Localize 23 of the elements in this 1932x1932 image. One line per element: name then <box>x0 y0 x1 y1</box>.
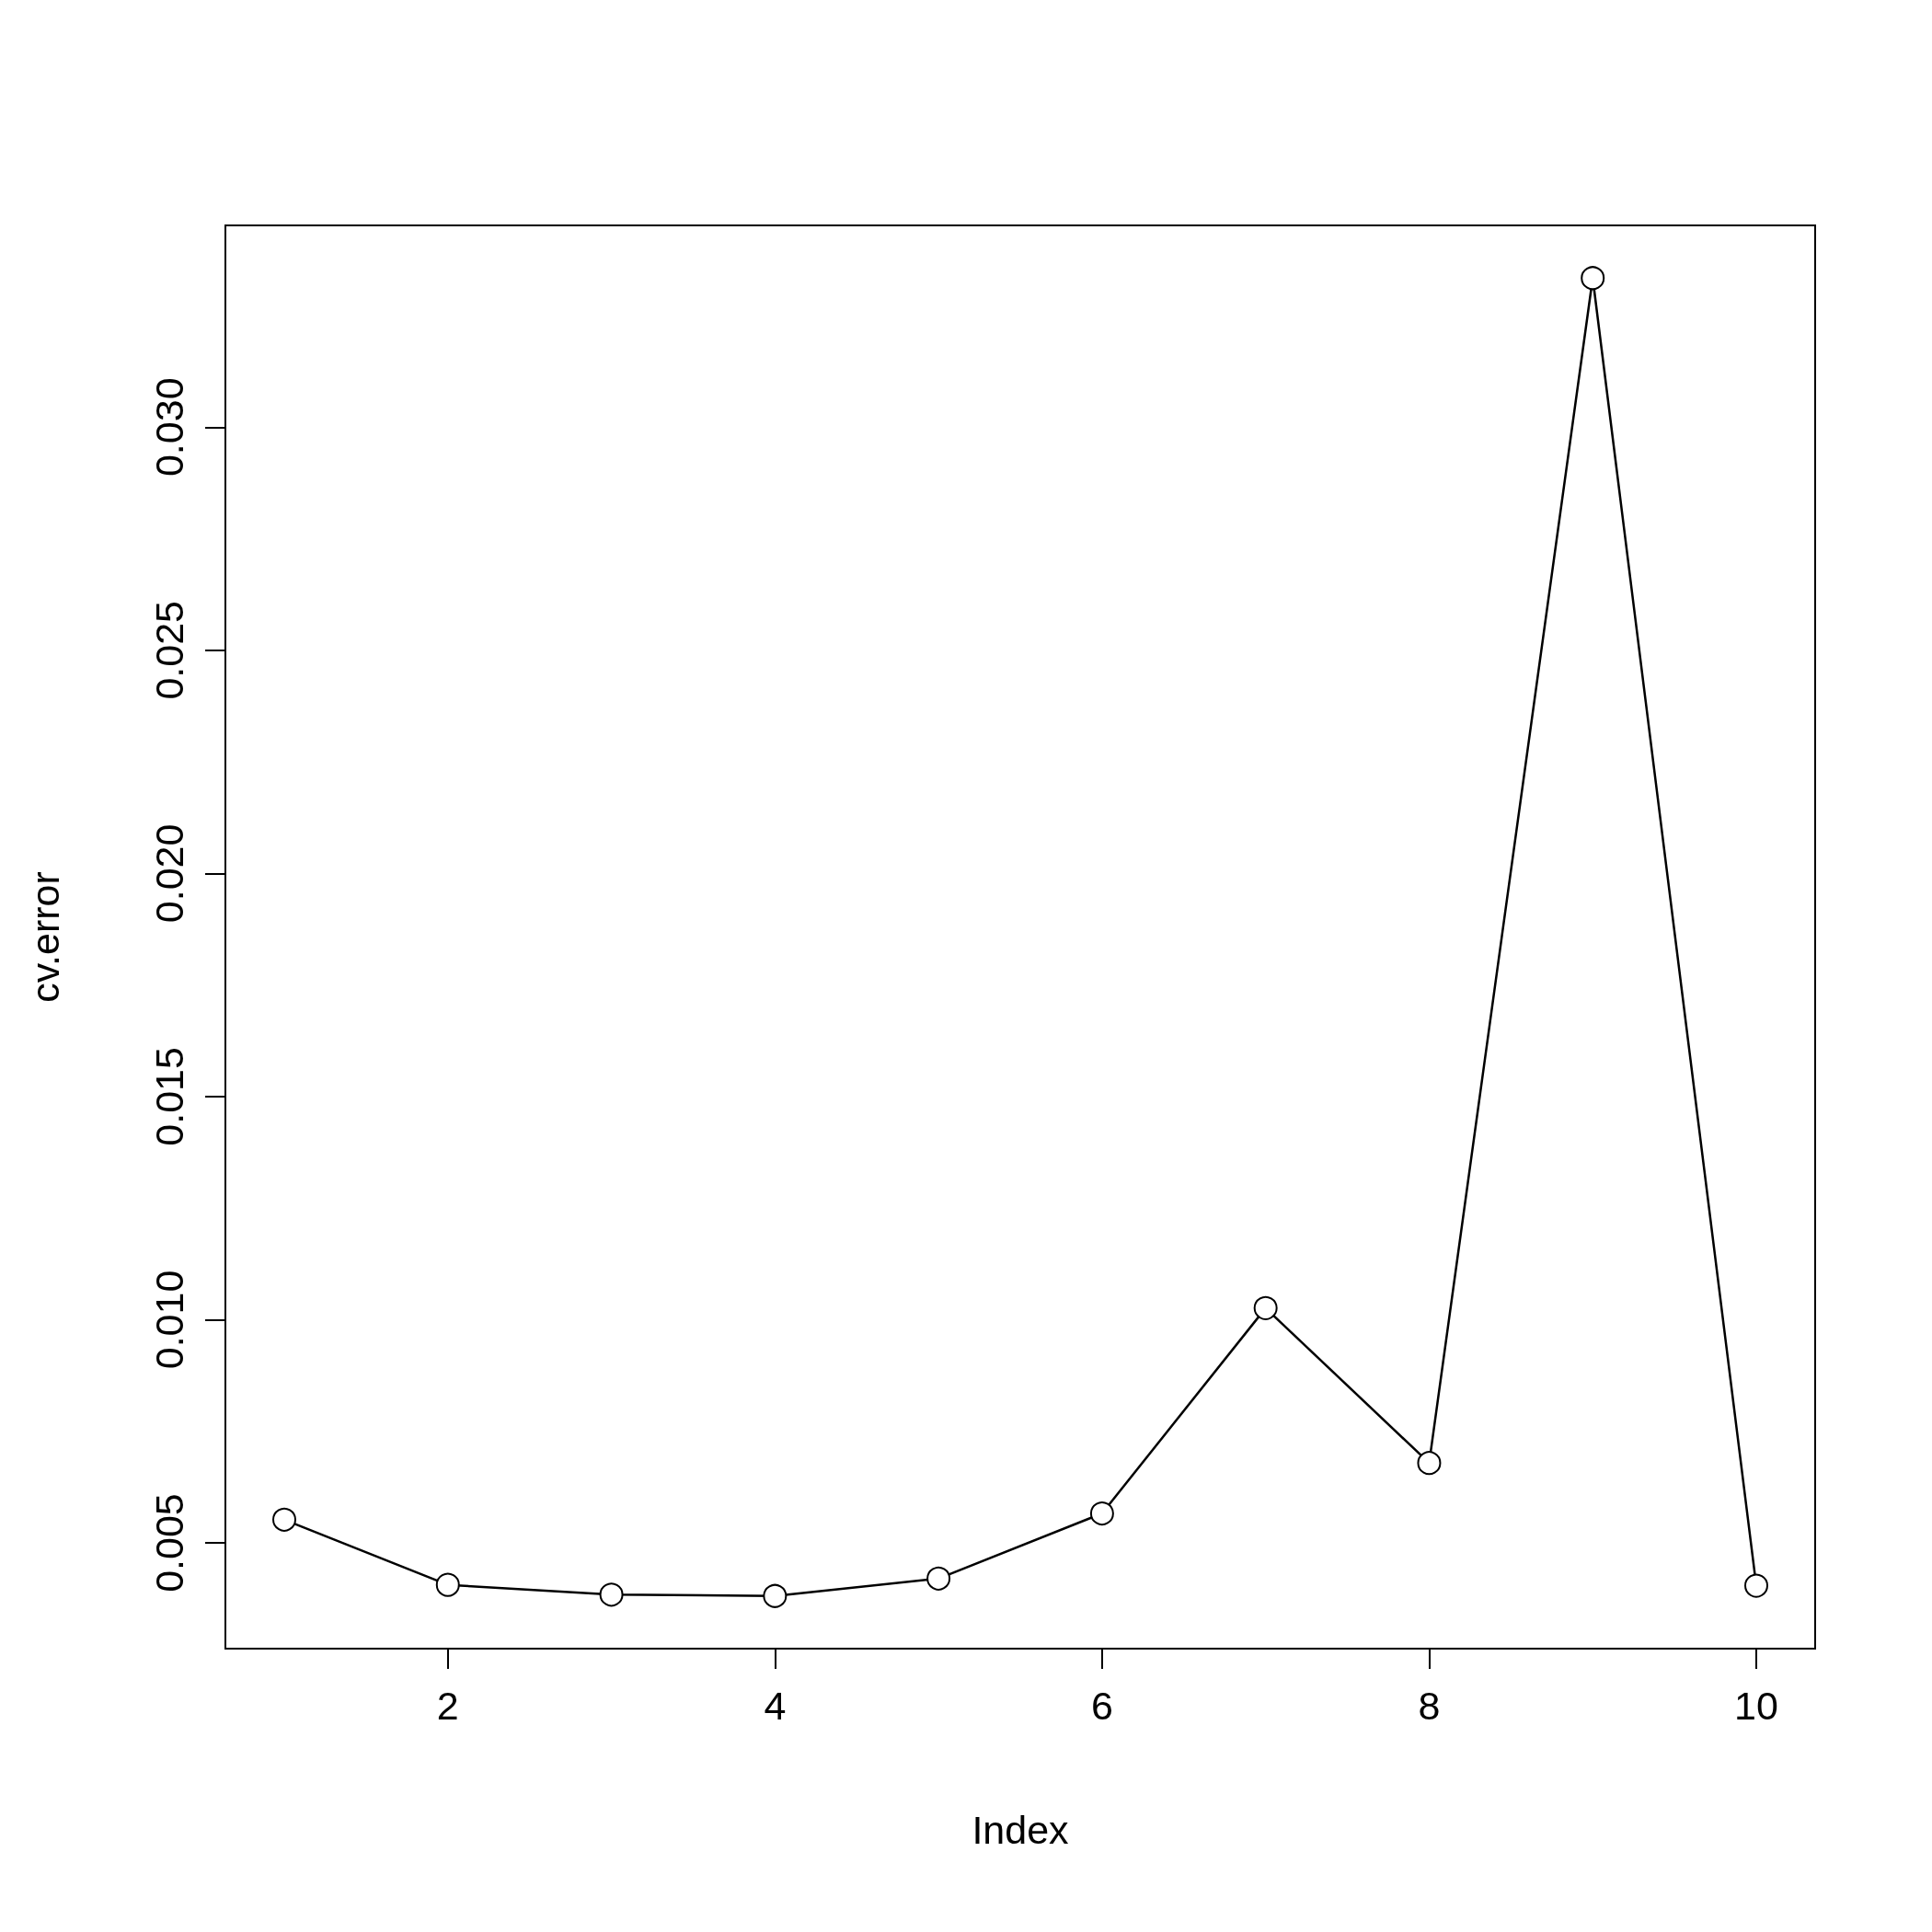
y-tick-label: 0.025 <box>146 601 191 700</box>
point <box>1744 1573 1768 1598</box>
x-tick-label: 8 <box>1418 1683 1441 1728</box>
point <box>435 1572 460 1597</box>
point <box>1581 266 1605 291</box>
y-tick-label: 0.005 <box>146 1493 191 1593</box>
point <box>1253 1295 1278 1320</box>
x-tick-label: 6 <box>1090 1683 1113 1728</box>
y-axis-title: cv.error <box>22 871 67 1003</box>
point <box>926 1566 951 1591</box>
y-tick-label: 0.020 <box>146 823 191 924</box>
point <box>272 1507 296 1532</box>
point <box>1089 1501 1114 1526</box>
y-tick-label: 0.015 <box>146 1047 191 1146</box>
x-tick-label: 10 <box>1734 1683 1778 1728</box>
point <box>1417 1451 1442 1476</box>
y-tick-label: 0.010 <box>146 1270 191 1370</box>
x-axis-title: Index <box>972 1807 1070 1852</box>
y-tick-label: 0.030 <box>146 377 191 477</box>
x-tick-label: 2 <box>436 1683 459 1728</box>
x-tick-label: 4 <box>764 1683 787 1728</box>
point <box>599 1582 624 1607</box>
point <box>763 1583 788 1608</box>
